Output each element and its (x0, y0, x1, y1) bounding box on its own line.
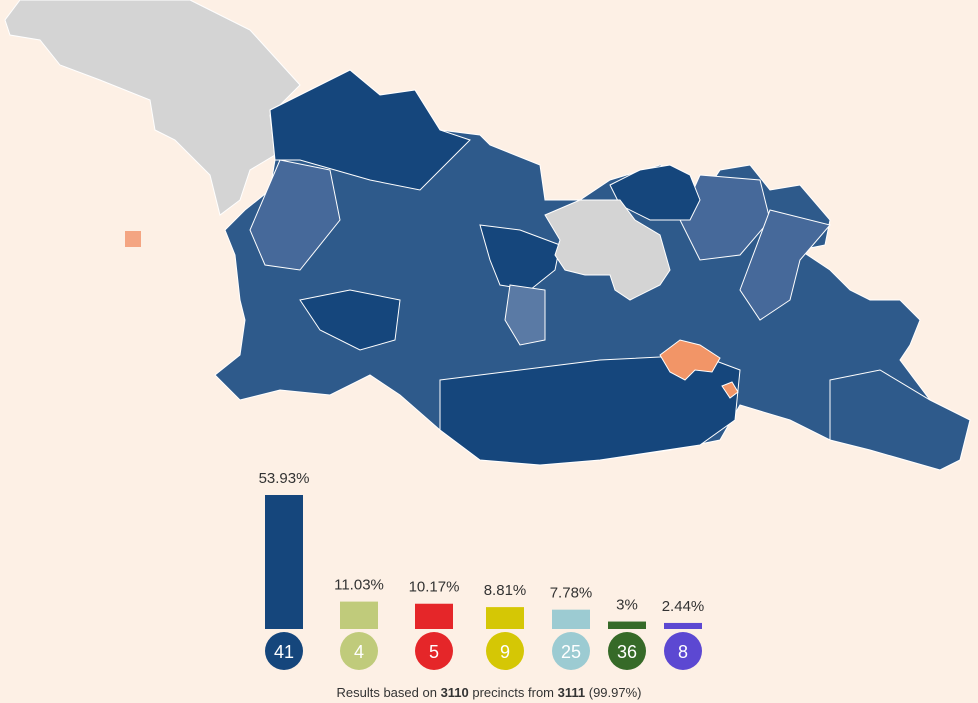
bar-value-label: 11.03% (334, 577, 384, 594)
party-number-badge (415, 632, 453, 670)
region-west[interactable] (249, 159, 341, 271)
bar-value-label: 2.44% (662, 598, 705, 615)
bar-value-label: 10.17% (409, 579, 460, 596)
bar-9[interactable] (486, 607, 524, 629)
party-number-badge (552, 632, 590, 670)
bar-value-label: 53.93% (259, 470, 310, 487)
party-number: 8 (678, 642, 688, 662)
region-other-party[interactable] (659, 339, 721, 381)
bar-41[interactable] (265, 495, 303, 629)
footer-total: 3111 (557, 685, 586, 700)
region-center[interactable] (479, 224, 561, 291)
party-number: 41 (274, 642, 294, 662)
results-bar-chart: 53.93% 41 11.03% 4 10.17% 5 8.81% 9 7.78% 25 3% 36 2… (259, 470, 705, 670)
bar-5[interactable] (415, 603, 453, 629)
bar-8[interactable] (664, 622, 702, 629)
region-other-party-small[interactable] (721, 381, 739, 399)
bar-value-label: 3% (616, 597, 638, 614)
party-number: 4 (354, 642, 364, 662)
region-mid[interactable] (504, 284, 546, 346)
party-number: 5 (429, 642, 439, 662)
bar-value-label: 7.78% (550, 585, 593, 602)
results-footer: Results based on 3110 precincts from 311… (0, 685, 978, 700)
region-south-ossetia-no-data[interactable] (544, 199, 671, 301)
footer-prefix: Results based on (336, 685, 441, 700)
party-number-badge (265, 632, 303, 670)
legend-swatch (125, 231, 141, 247)
bar-4[interactable] (340, 601, 378, 629)
party-number-badge (608, 632, 646, 670)
bar-36[interactable] (608, 621, 646, 629)
election-map (4, 0, 971, 471)
party-number-badge (486, 632, 524, 670)
region-south[interactable] (439, 354, 741, 466)
party-number: 9 (500, 642, 510, 662)
region-ne-blob[interactable] (609, 164, 701, 221)
party-number-badge (664, 632, 702, 670)
footer-mid: precincts from (468, 685, 558, 700)
region-abkhazia-no-data[interactable] (4, 0, 301, 216)
bar-25[interactable] (552, 609, 590, 629)
region-kakheti-south[interactable] (829, 369, 971, 471)
party-number: 25 (561, 642, 581, 662)
region-sw[interactable] (299, 289, 401, 351)
party-number-badge (340, 632, 378, 670)
region-north[interactable] (269, 69, 471, 191)
footer-counted: 3110 (440, 685, 469, 700)
bar-value-label: 8.81% (484, 582, 527, 599)
party-number: 36 (617, 642, 637, 662)
region-east2[interactable] (739, 209, 831, 321)
footer-suffix: (99.97%) (585, 685, 642, 700)
